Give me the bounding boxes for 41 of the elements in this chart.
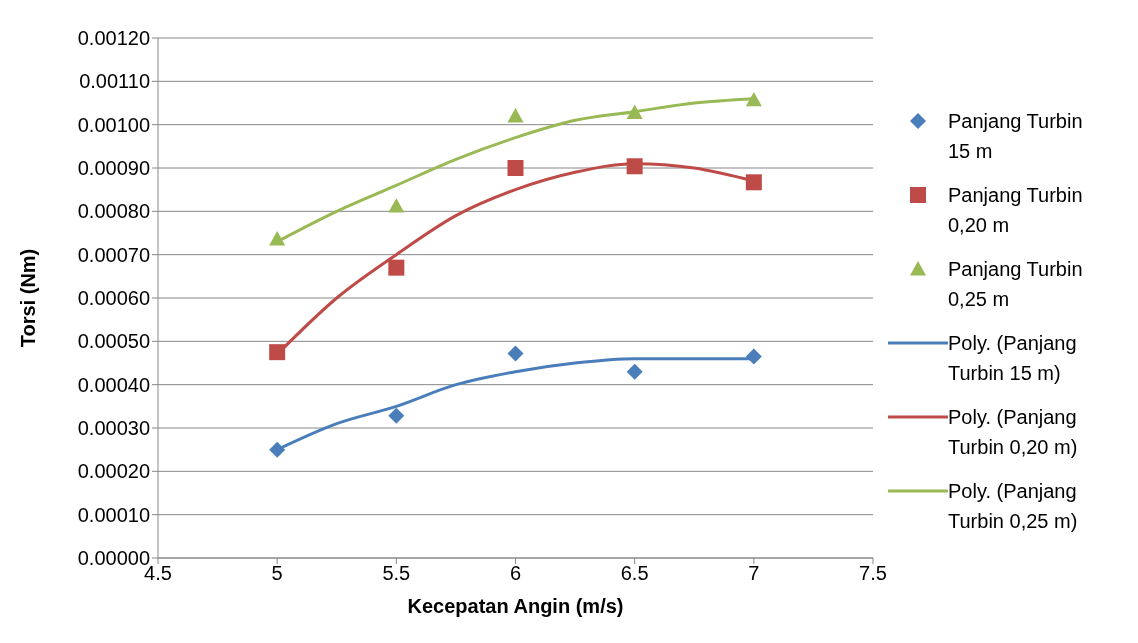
legend-label: Panjang Turbin 15 m [948,108,1084,164]
legend-label: Panjang Turbin 0,20 m [948,182,1084,238]
y-tick-label: 0.00080 [77,200,150,223]
x-tick-label: 6 [509,562,522,585]
legend-label: Panjang Turbin 0,25 m [948,256,1084,312]
point [507,345,524,362]
point [269,344,286,361]
point [745,348,762,365]
point [269,441,286,458]
point [626,158,643,175]
y-tick-label: 0.00120 [77,27,150,50]
point [745,174,762,191]
point [269,231,286,246]
point [626,363,643,380]
x-tick-label: 5.5 [382,562,411,585]
point [745,91,762,107]
y-axis-title: Torsi (Nm) [17,248,40,348]
legend-label: Poly. (Panjang Turbin 0,20 m) [948,404,1079,460]
y-tick-label: 0.00030 [77,417,150,440]
y-tick-label: 0.00070 [77,243,150,266]
y-tick-label: 0.00060 [77,287,150,310]
point [388,198,405,213]
y-tick-label: 0.00100 [77,113,150,136]
legend-label: Poly. (Panjang Turbin 15 m) [948,330,1078,386]
y-tick-label: 0.00010 [77,503,150,526]
point [626,104,643,119]
y-tick-label: 0.00040 [77,373,150,396]
x-tick-label: 5 [271,562,283,585]
legend-label: Poly. (Panjang Turbin 0,25 m) [948,478,1079,534]
x-tick-label: 7.5 [859,562,887,585]
y-tick-label: 0.00090 [77,157,150,180]
point [388,407,405,424]
x-tick-label: 6.5 [620,562,649,585]
x-tick-label: 7 [748,562,760,585]
y-tick-label: 0.00020 [77,460,150,483]
y-tick-label: 0.00050 [77,330,150,353]
x-axis-title: Kecepatan Angin (m/s) [407,595,624,617]
point [388,259,405,276]
y-tick-label: 0.00110 [79,70,150,93]
point [507,108,524,123]
point [507,160,524,176]
